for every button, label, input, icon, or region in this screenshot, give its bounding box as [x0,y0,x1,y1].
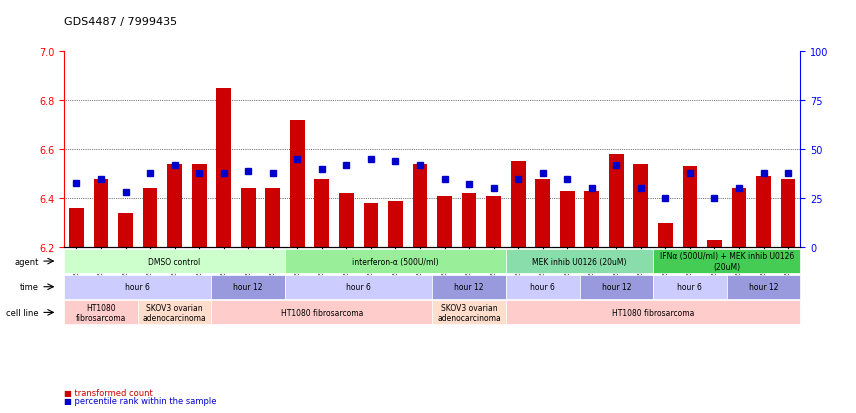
Bar [486,196,501,248]
Bar [93,179,109,248]
Text: MEK inhib U0126 (20uM): MEK inhib U0126 (20uM) [532,257,627,266]
Text: agent: agent [15,257,39,266]
Text: cell line: cell line [6,308,39,317]
Bar [339,194,354,248]
Text: ■ percentile rank within the sample: ■ percentile rank within the sample [64,396,217,405]
Text: IFNα (500U/ml) + MEK inhib U0126
(20uM): IFNα (500U/ml) + MEK inhib U0126 (20uM) [660,252,794,271]
Bar [781,179,795,248]
Bar [585,191,599,248]
Text: HT1080 fibrosarcoma: HT1080 fibrosarcoma [281,308,363,317]
Bar [118,214,133,248]
Bar [143,189,158,248]
Text: hour 12: hour 12 [455,282,484,292]
Bar [388,201,403,248]
Bar [732,189,746,248]
Text: SKOV3 ovarian
adenocarcinoma: SKOV3 ovarian adenocarcinoma [437,303,501,322]
Bar [437,196,452,248]
Bar [314,179,330,248]
Text: interferon-α (500U/ml): interferon-α (500U/ml) [352,257,439,266]
Text: time: time [20,282,39,292]
Text: HT1080 fibrosarcoma: HT1080 fibrosarcoma [612,308,694,317]
Bar [535,179,550,248]
Bar [511,162,526,248]
Bar [69,209,84,248]
Text: hour 6: hour 6 [346,282,372,292]
Text: hour 6: hour 6 [530,282,556,292]
Text: hour 12: hour 12 [234,282,263,292]
Bar [290,120,305,248]
Bar [413,164,427,248]
Bar [658,223,673,248]
Text: hour 12: hour 12 [602,282,631,292]
Text: DMSO control: DMSO control [148,257,201,266]
Bar [756,177,771,248]
Bar [217,88,231,248]
Text: ■ transformed count: ■ transformed count [64,388,153,397]
Bar [167,164,182,248]
Text: hour 6: hour 6 [677,282,703,292]
Text: SKOV3 ovarian
adenocarcinoma: SKOV3 ovarian adenocarcinoma [143,303,206,322]
Text: HT1080
fibrosarcoma: HT1080 fibrosarcoma [76,303,126,322]
Text: hour 12: hour 12 [749,282,778,292]
Bar [560,191,574,248]
Bar [633,164,648,248]
Bar [682,167,698,248]
Text: GDS4487 / 7999435: GDS4487 / 7999435 [64,17,177,27]
Bar [265,189,280,248]
Text: hour 6: hour 6 [125,282,151,292]
Bar [609,154,624,248]
Bar [461,194,477,248]
Bar [364,204,378,248]
Bar [192,164,206,248]
Bar [707,240,722,248]
Bar [241,189,256,248]
